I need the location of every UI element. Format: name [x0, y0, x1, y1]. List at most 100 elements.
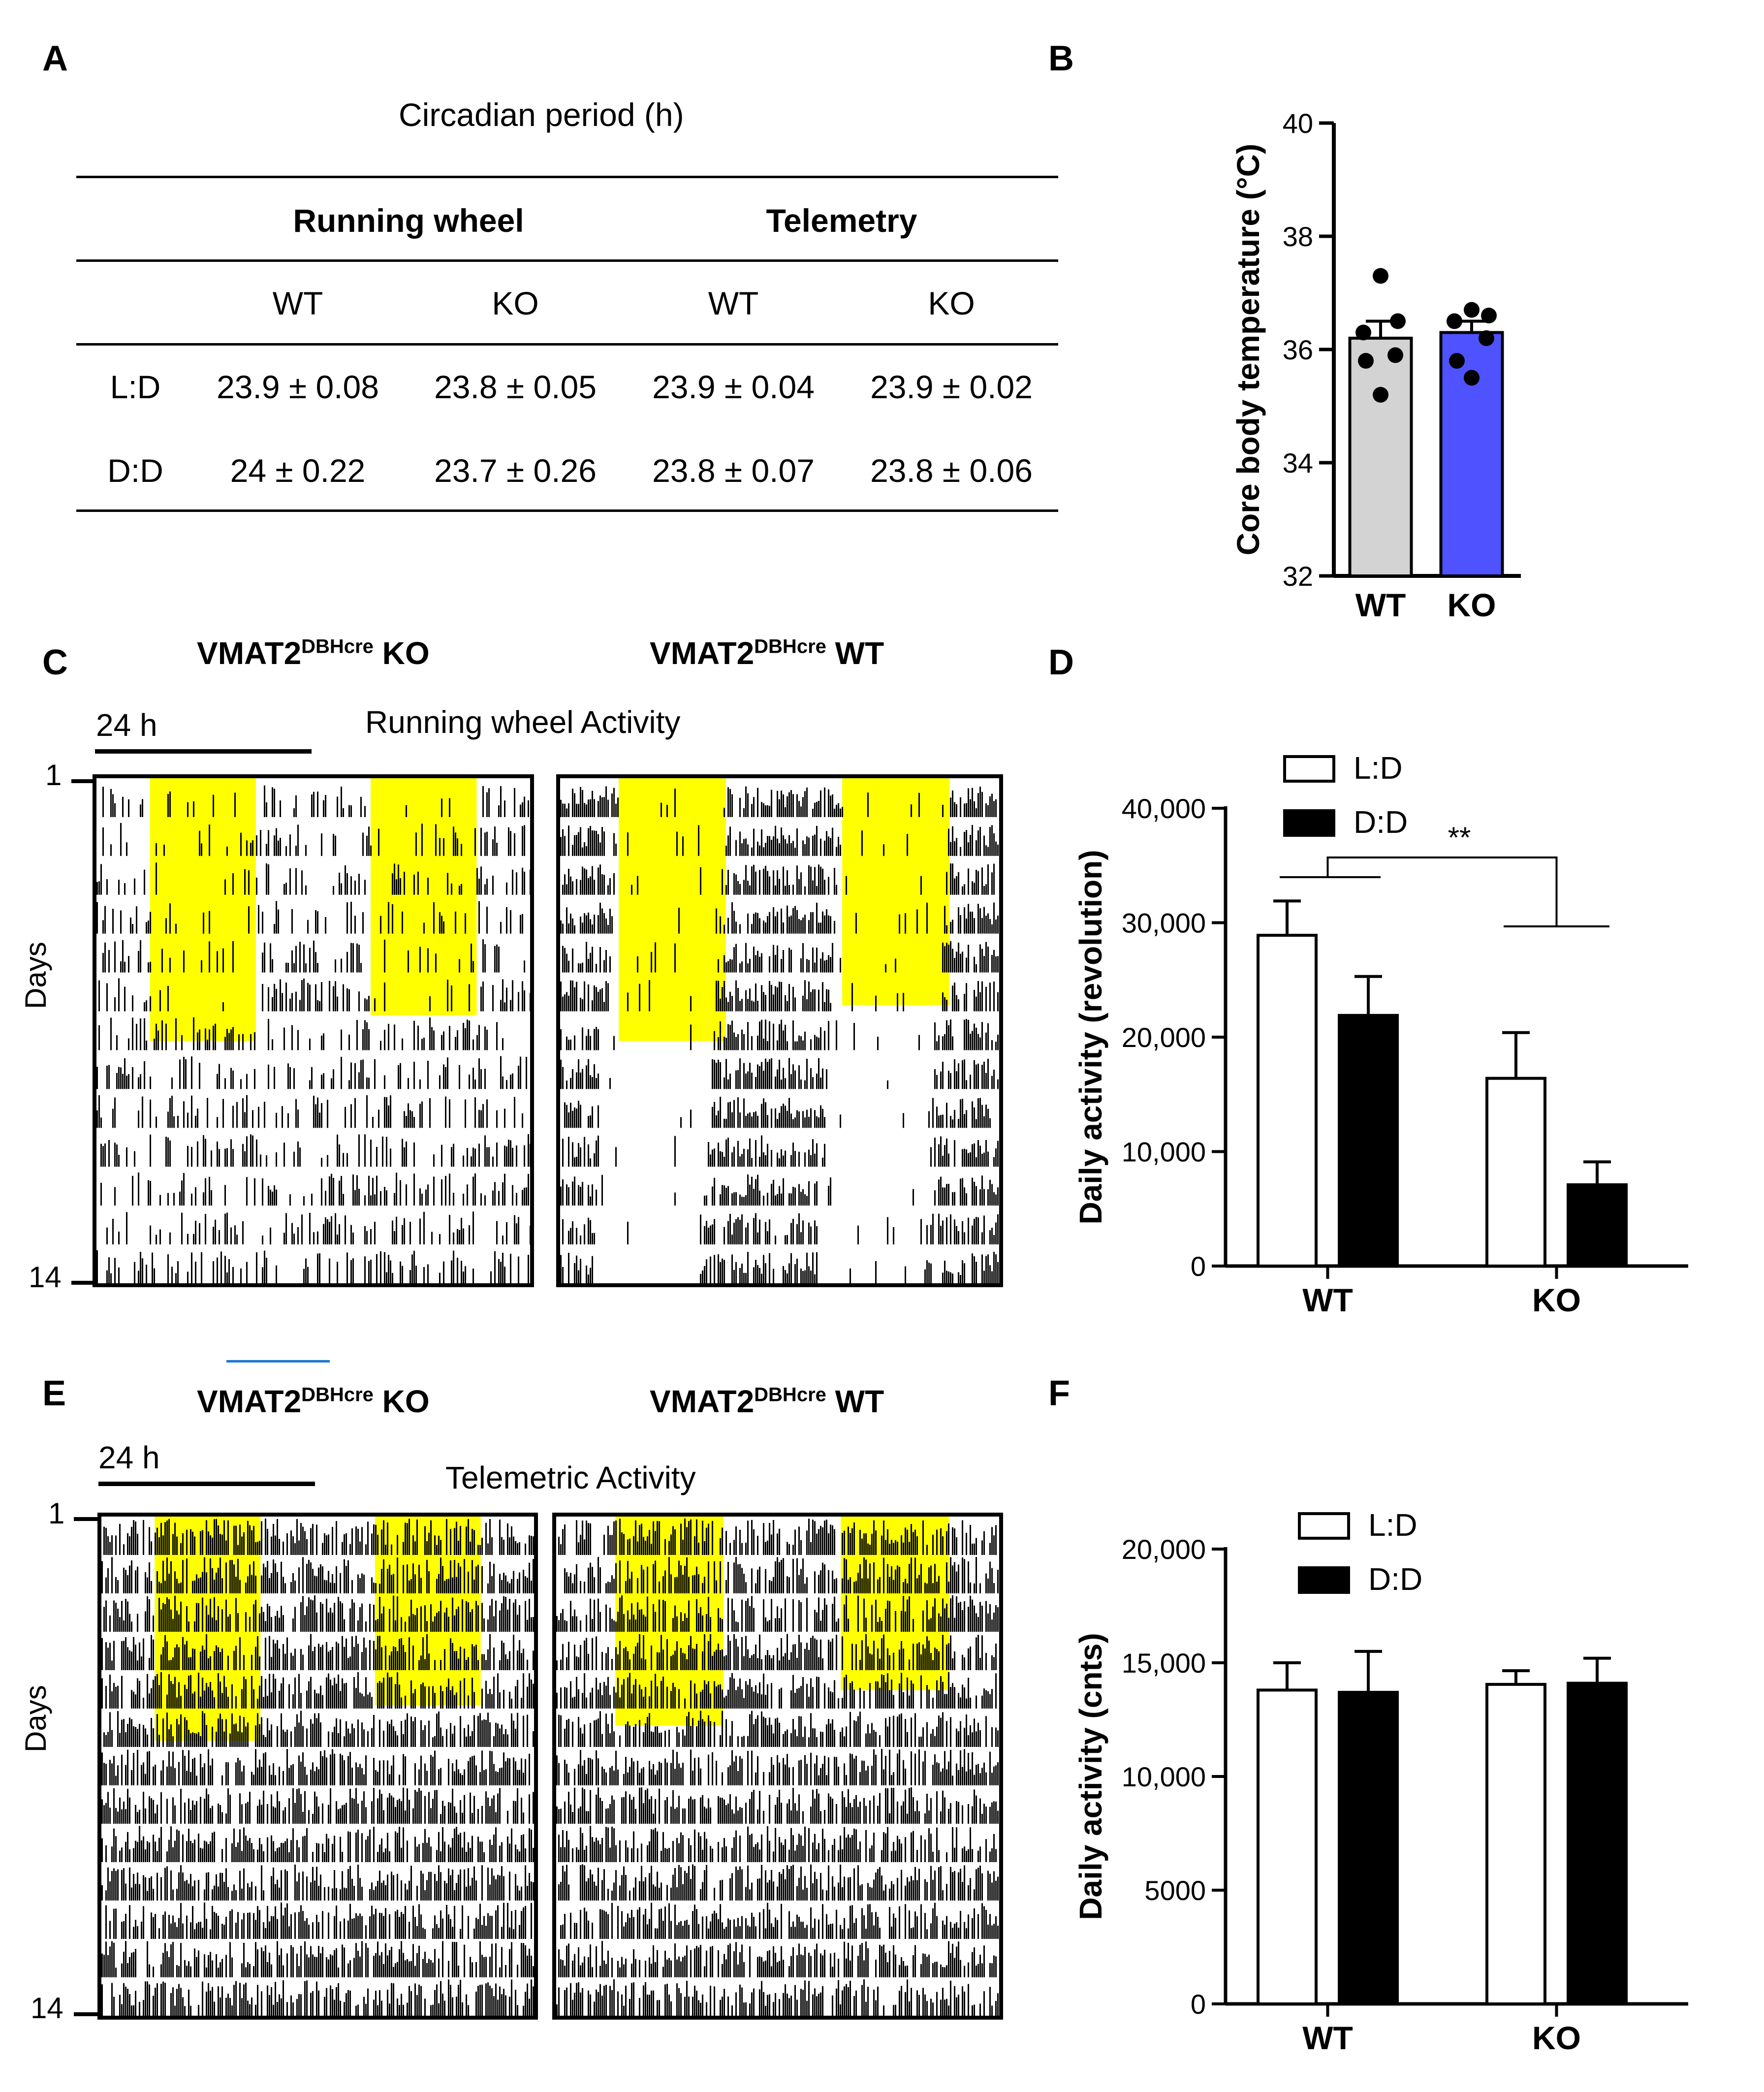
activity-bar: [716, 1580, 717, 1593]
activity-bar: [964, 1601, 965, 1632]
activity-bar: [408, 1103, 409, 1128]
activity-bar: [755, 1077, 756, 1089]
panel-letter-a: A: [42, 39, 68, 78]
activity-bar: [588, 1185, 589, 1206]
activity-bar: [314, 1957, 315, 1977]
activity-bar: [481, 1865, 483, 1901]
activity-bar: [194, 1648, 195, 1670]
activity-bar: [513, 1536, 514, 1555]
activity-bar: [401, 1617, 402, 1632]
activity-bar: [348, 1034, 350, 1050]
activity-bar: [735, 980, 737, 1012]
activity-bar: [450, 1803, 451, 1824]
activity-bar: [641, 1523, 642, 1555]
activity-bar: [800, 1540, 802, 1555]
activity-bar: [486, 906, 488, 934]
activity-bar: [379, 1990, 380, 2016]
activity-bar: [363, 1997, 365, 2016]
activity-bar: [962, 1178, 963, 1206]
activity-bar: [584, 842, 585, 856]
activity-bar: [518, 1256, 519, 1283]
activity-bar: [743, 808, 745, 817]
activity-bar: [995, 919, 997, 934]
activity-bar: [885, 1609, 886, 1632]
activity-bar: [871, 1654, 873, 1670]
activity-bar: [676, 1641, 678, 1670]
activity-bar: [384, 1097, 385, 1128]
activity-bar: [198, 1922, 199, 1939]
activity-bar: [129, 1994, 130, 2016]
activity-bar: [474, 1079, 476, 1089]
activity-bar: [145, 1849, 146, 1862]
activity-bar: [323, 1224, 324, 1245]
activity-bar: [596, 1636, 597, 1670]
activity-bar: [355, 1688, 357, 1709]
activity-bar: [314, 1689, 315, 1709]
activity-bar: [210, 1598, 211, 1632]
activity-bar: [229, 1998, 231, 2016]
activity-bar: [439, 912, 441, 934]
activity-bar: [956, 1596, 957, 1632]
activity-bar: [881, 1620, 882, 1632]
activity-bar: [396, 879, 397, 895]
activity-bar: [192, 1759, 193, 1785]
activity-bar: [194, 1621, 195, 1632]
activity-bar: [446, 1608, 447, 1632]
activity-bar: [348, 989, 350, 1012]
activity-bar: [114, 1097, 116, 1128]
activity-bar: [375, 1583, 377, 1593]
activity-bar: [301, 1214, 303, 1245]
activity-bar: [494, 1182, 496, 1206]
activity-bar: [243, 1984, 245, 2016]
activity-bar: [127, 1724, 128, 1747]
activity-bar: [399, 1949, 400, 1977]
activity-bar: [810, 912, 812, 934]
activity-bar: [434, 1915, 436, 1939]
activity-bar: [125, 1913, 126, 1939]
activity-bar: [477, 1986, 479, 2016]
activity-bar: [177, 1115, 179, 1128]
activity-bar: [763, 1674, 764, 1709]
activity-bar: [135, 1840, 136, 1862]
activity-bar: [676, 1577, 678, 1593]
activity-bar: [792, 794, 794, 817]
activity-bar: [958, 1564, 959, 1593]
activity-bar: [153, 1835, 154, 1862]
activity-bar: [985, 986, 987, 1012]
activity-bar: [974, 989, 975, 1012]
activity-bar: [120, 1067, 122, 1089]
activity-bar: [353, 1799, 355, 1824]
activity-bar: [258, 1107, 259, 1128]
activity-bar: [639, 1610, 640, 1632]
activity-bar: [277, 1640, 278, 1670]
activity-bar: [505, 1597, 506, 1632]
activity-bar: [260, 1154, 261, 1167]
activity-bar: [531, 1956, 532, 1977]
activity-bar: [674, 1650, 676, 1670]
activity-bar: [279, 1847, 280, 1862]
activity-bar: [991, 825, 993, 856]
activity-bar: [934, 1648, 936, 1670]
activity-bar: [796, 865, 798, 895]
activity-bar: [413, 1117, 415, 1128]
activity-bar: [312, 1954, 314, 1977]
activity-bar: [997, 1607, 999, 1632]
activity-bar: [426, 1559, 428, 1593]
activity-bar: [903, 1542, 904, 1555]
activity-bar: [274, 789, 275, 817]
activity-bar: [428, 1686, 430, 1709]
activity-bar: [745, 1273, 747, 1283]
activity-bar: [755, 1685, 756, 1709]
activity-bar: [970, 799, 971, 817]
activity-bar: [112, 1109, 114, 1128]
activity-bar: [216, 1572, 217, 1593]
activity-bar: [599, 947, 601, 973]
activity-bar: [108, 950, 110, 973]
activity-bar: [290, 1840, 292, 1862]
activity-bar: [562, 1067, 564, 1089]
activity-bar: [779, 982, 780, 1012]
activity-bar: [445, 1096, 446, 1128]
activity-bar: [298, 1755, 300, 1785]
activity-bar: [688, 1645, 690, 1670]
activity-bar: [790, 950, 792, 973]
